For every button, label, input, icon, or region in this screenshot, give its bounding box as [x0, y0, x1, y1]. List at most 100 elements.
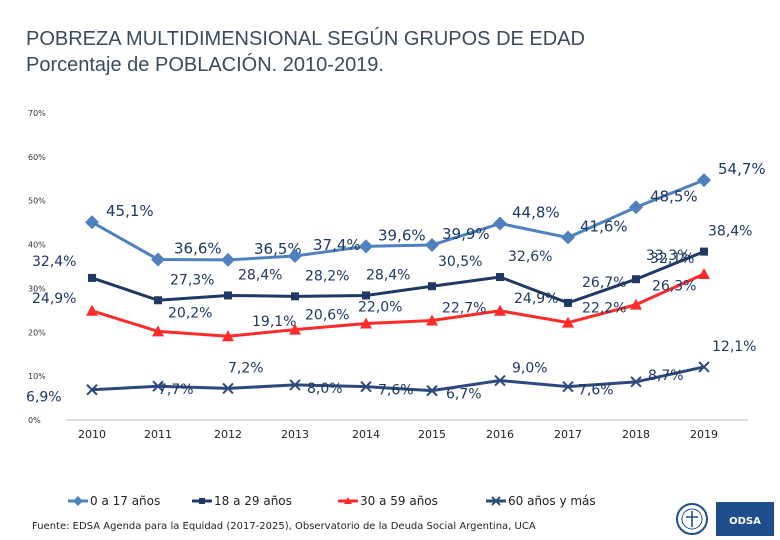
series-line — [91, 272, 705, 338]
x-tick-label: 2013 — [281, 428, 309, 441]
data-point — [562, 380, 574, 393]
series-2: 32,4% 27,3% 28,4% 28,2% 28,4% 30,5% 32,6% 26,7%… — [32, 224, 752, 307]
y-tick-label: 10% — [28, 372, 46, 381]
data-point — [360, 317, 372, 329]
uca-seal-icon — [676, 503, 708, 535]
x-tick-label: 2011 — [144, 428, 172, 441]
data-label: 44,8% — [512, 204, 560, 222]
series-group: 45,1% 36,6% 36,5% 37,4% 39,6% 39,9% 44,8% 41,6%… — [26, 160, 766, 406]
data-label: 26,7% — [582, 275, 626, 291]
data-point — [289, 323, 301, 335]
data-label: 7,6% — [578, 383, 614, 399]
data-label: 30,5% — [438, 254, 482, 270]
y-tick-label: 70% — [28, 109, 46, 118]
data-point — [493, 216, 507, 231]
data-point — [632, 275, 640, 284]
source-note: Fuente: EDSA Agenda para la Equidad (201… — [32, 521, 536, 532]
data-point — [289, 379, 301, 391]
legend-marker — [344, 497, 352, 504]
data-point — [291, 292, 299, 301]
x-tick-label: 2016 — [486, 428, 514, 441]
data-label: 7,7% — [158, 382, 194, 398]
y-tick-label: 50% — [28, 197, 46, 206]
data-point — [630, 376, 642, 388]
data-point — [561, 230, 575, 245]
data-point — [700, 247, 708, 256]
y-tick-label: 20% — [28, 328, 46, 337]
data-label: 12,1% — [712, 339, 756, 355]
legend-label: 30 a 59 años — [360, 494, 438, 508]
data-label: 38,4% — [708, 224, 752, 240]
data-point — [698, 267, 710, 279]
data-label: 45,1% — [106, 202, 154, 220]
y-tick-label: 0% — [28, 416, 41, 425]
axes: 0% 10% 20% 30% 40% 50% 60% 70% 2010 2011 2012 2013 2… — [28, 109, 748, 441]
legend-label: 18 a 29 años — [214, 494, 292, 508]
data-label: 39,6% — [378, 226, 426, 244]
data-label: 39,9% — [442, 225, 490, 243]
x-tick-label: 2012 — [214, 428, 242, 441]
legend-label: 60 años y más — [508, 494, 596, 508]
data-point — [426, 384, 438, 397]
data-label: 27,3% — [170, 272, 214, 288]
data-point — [562, 316, 574, 328]
data-point — [224, 291, 232, 300]
series-line — [91, 365, 705, 393]
x-tick-label: 2018 — [622, 428, 650, 441]
data-label: 37,4% — [313, 236, 361, 254]
data-label: 6,9% — [26, 390, 62, 406]
x-tick-label: 2015 — [418, 428, 446, 441]
series-3: 24,9% 20,2% 19,1% 20,6% 22,0% 22,7% 24,9% 22,2%… — [32, 248, 710, 342]
x-tick-label: 2010 — [78, 428, 106, 441]
data-label: 22,2% — [582, 301, 626, 317]
data-point — [152, 380, 164, 392]
data-point — [360, 380, 372, 393]
data-point — [288, 248, 302, 263]
series-line — [91, 178, 705, 262]
data-label: 28,4% — [366, 267, 410, 283]
data-point — [85, 215, 99, 230]
data-point — [222, 330, 234, 342]
y-tick-label: 40% — [28, 241, 46, 250]
legend-item: 0 a 17 años — [68, 494, 160, 508]
data-label: 24,9% — [514, 291, 558, 307]
series-4: 6,9% 7,7% 7,2% 8,0% 7,6% 6,7% 9,0% 7,6% 8,7% 12,1… — [26, 339, 756, 406]
data-point — [222, 382, 234, 395]
data-point — [564, 298, 572, 307]
data-label: 24,9% — [32, 291, 76, 307]
data-point — [428, 282, 436, 291]
y-tick-label: 60% — [28, 153, 46, 162]
chart-title: POBREZA MULTIDIMENSIONAL SEGÚN GRUPOS DE… — [26, 26, 585, 78]
data-label: 28,2% — [305, 268, 349, 284]
series-line — [91, 250, 705, 305]
data-point — [698, 361, 710, 373]
data-label: 8,7% — [648, 368, 684, 384]
legend-marker — [73, 496, 83, 506]
data-label: 32,6% — [508, 249, 552, 265]
x-tick-label: 2014 — [352, 428, 380, 441]
x-tick-label: 2019 — [690, 428, 718, 441]
data-point — [86, 304, 98, 316]
data-label: 6,7% — [446, 387, 482, 403]
legend-item: 30 a 59 años — [338, 494, 438, 508]
legend-label: 0 a 17 años — [90, 494, 160, 508]
data-label: 20,6% — [305, 308, 349, 324]
data-label: 36,5% — [254, 240, 302, 258]
legend-item: 60 años y más — [486, 494, 596, 508]
data-label: 48,5% — [650, 187, 698, 205]
data-point — [86, 384, 98, 396]
data-point — [154, 296, 162, 305]
data-point — [362, 291, 370, 300]
legend: 0 a 17 años 18 a 29 años 30 a 59 años 60 añ… — [68, 494, 596, 508]
data-point — [425, 238, 439, 253]
data-point — [88, 273, 96, 282]
data-label: 32,4% — [32, 254, 76, 270]
y-tick-label: 30% — [28, 284, 46, 293]
title-line-1: POBREZA MULTIDIMENSIONAL SEGÚN GRUPOS DE… — [26, 28, 585, 50]
logo-text: ODSA — [729, 516, 761, 527]
legend-item: 18 a 29 años — [192, 494, 292, 508]
data-point — [494, 374, 506, 387]
data-point — [494, 304, 506, 316]
data-point — [151, 252, 165, 267]
data-label: 33,3% — [646, 248, 690, 264]
